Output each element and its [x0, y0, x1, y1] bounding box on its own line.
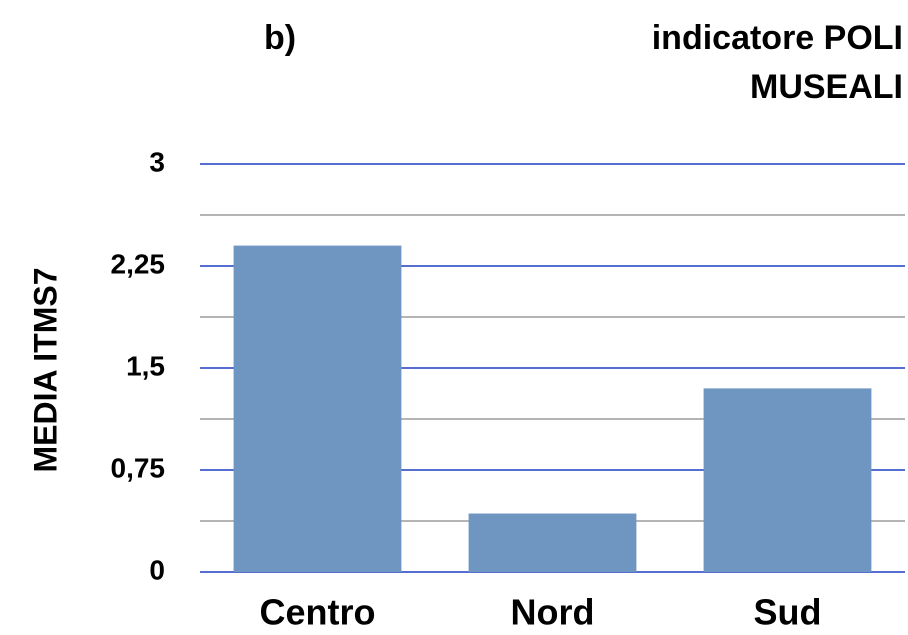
- y-tick-label: 0: [149, 554, 165, 585]
- chart-title: MUSEALI: [750, 68, 903, 106]
- bar: [233, 245, 402, 572]
- x-tick-label: Sud: [754, 592, 822, 633]
- bar: [703, 388, 872, 572]
- panel-label: b): [264, 19, 296, 57]
- x-tick-label: Centro: [260, 592, 376, 633]
- y-tick-label: 3: [149, 146, 165, 177]
- bar: [468, 513, 637, 572]
- y-tick-label: 2,25: [111, 248, 166, 279]
- y-axis-label: MEDIA ITMS7: [27, 267, 63, 472]
- y-tick-label: 1,5: [126, 350, 165, 381]
- x-tick-label: Nord: [511, 592, 595, 633]
- y-tick-label: 0,75: [111, 452, 166, 483]
- chart-title: indicatore POLI: [652, 19, 903, 57]
